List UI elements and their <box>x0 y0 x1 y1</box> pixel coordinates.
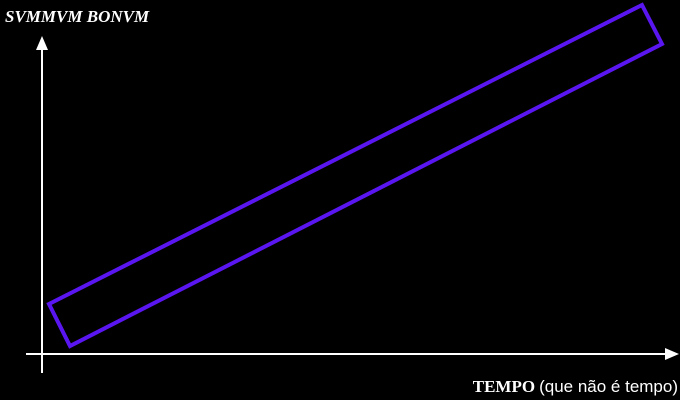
trend-band <box>46 2 665 349</box>
y-axis-arrow <box>36 36 48 50</box>
x-axis-label: TEMPO (que não é tempo) <box>473 377 678 396</box>
y-axis-label: SVMMVM BONVM <box>5 7 150 26</box>
x-axis-arrow <box>665 348 679 360</box>
x-axis-label-main: TEMPO <box>473 377 535 396</box>
x-axis-label-note: (que não é tempo) <box>539 377 678 396</box>
